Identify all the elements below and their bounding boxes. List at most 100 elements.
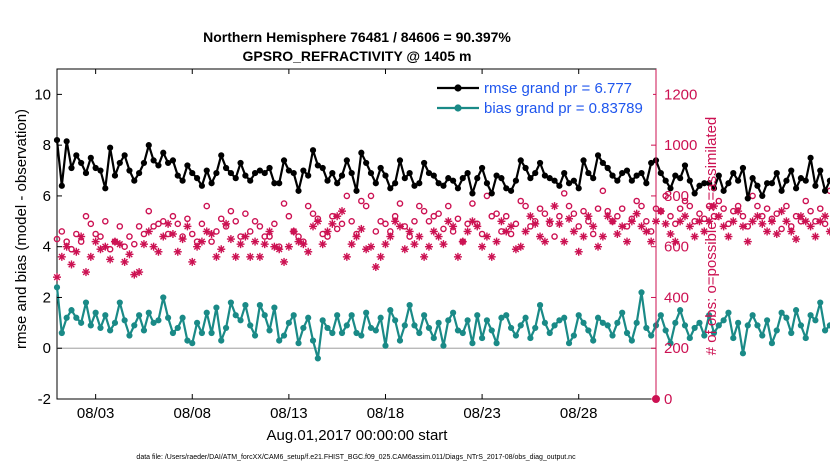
obs-assimilated-point	[280, 257, 289, 266]
rmse-point	[116, 159, 123, 167]
obs-possible-point	[63, 238, 70, 245]
obs-possible-point	[589, 230, 597, 238]
rmse-point	[677, 175, 684, 182]
obs-possible-point	[464, 220, 471, 228]
bias-point	[140, 327, 148, 334]
obs-assimilated-point	[144, 227, 153, 236]
bias-point	[189, 340, 196, 347]
bias-point	[817, 299, 824, 306]
rmse-point	[807, 154, 814, 161]
bias-point	[160, 294, 167, 301]
obs-possible-point	[135, 223, 143, 230]
bias-point	[720, 317, 727, 324]
obs-possible-point	[348, 218, 355, 225]
bias-point	[338, 329, 346, 337]
rmse-series	[53, 136, 830, 202]
obs-possible-point	[686, 202, 694, 210]
obs-possible-point	[420, 207, 428, 215]
obs-possible-point	[763, 205, 771, 212]
obs-assimilated-point	[680, 212, 689, 221]
bias-point	[744, 322, 751, 329]
rmse-point	[788, 167, 795, 174]
rmse-point	[425, 169, 433, 177]
obs-possible-point	[585, 218, 592, 225]
bias-point	[792, 307, 800, 314]
obs-assimilated-point	[536, 232, 545, 241]
rmse-point	[551, 177, 558, 184]
bias-point	[251, 332, 259, 339]
obs-possible-point	[478, 230, 486, 238]
bias-point	[802, 334, 809, 342]
legend-bias-label: bias grand pr = 0.83789	[484, 100, 643, 117]
x-tick-label: 08/03	[77, 405, 115, 422]
rmse-point	[503, 185, 510, 192]
obs-possible-point	[440, 225, 447, 233]
bias-point	[764, 317, 771, 324]
obs-possible-point	[667, 212, 674, 220]
obs-assimilated-point	[91, 237, 100, 246]
obs-possible-point	[92, 230, 99, 238]
bias-point	[329, 329, 336, 337]
rmse-point	[334, 180, 341, 187]
obs-possible-point	[536, 205, 544, 212]
rmse-point	[63, 138, 70, 145]
legend: rmse grand pr = 6.777 bias grand pr = 0.…	[432, 76, 653, 120]
rmse-point	[165, 159, 172, 167]
bias-point	[208, 329, 215, 337]
obs-possible-point	[251, 218, 259, 225]
obs-possible-point	[150, 223, 157, 230]
rmse-point	[247, 177, 254, 184]
obs-assimilated-point	[357, 224, 366, 233]
obs-possible-point	[623, 223, 631, 230]
obs-assimilated-point	[304, 247, 313, 256]
obs-assimilated-point	[502, 227, 511, 236]
obs-possible-point	[696, 210, 703, 217]
rmse-point	[706, 180, 713, 187]
obs-assimilated-point	[492, 237, 501, 246]
rmse-point	[396, 157, 404, 164]
bias-point	[377, 314, 384, 321]
rmse-point	[638, 169, 645, 177]
rmse-point	[227, 169, 235, 177]
bias-point	[677, 307, 684, 314]
y2-axis-label: # of obs: o=possible; ∗=assimilated	[703, 117, 720, 356]
obs-possible-point	[454, 215, 462, 223]
rmse-point	[735, 177, 742, 184]
bias-point	[218, 337, 225, 344]
obs-assimilated-point	[251, 237, 260, 246]
obs-possible-point	[87, 220, 95, 228]
obs-assimilated-point	[685, 222, 694, 231]
obs-possible-point	[285, 212, 293, 220]
bias-point	[478, 334, 486, 342]
bias-point	[319, 317, 326, 324]
obs-possible-point	[570, 210, 578, 217]
obs-assimilated-point	[415, 232, 424, 241]
obs-assimilated-point	[67, 260, 76, 269]
bias-point	[783, 314, 790, 321]
obs-possible-point	[198, 220, 206, 228]
rmse-point	[580, 157, 587, 164]
bias-point	[305, 314, 312, 321]
obs-possible-point	[599, 187, 607, 195]
y2-tick-label: 1000	[664, 137, 697, 154]
obs-possible-point	[512, 220, 520, 228]
bias-point	[367, 324, 375, 332]
rmse-point	[536, 159, 544, 167]
bias-point	[561, 314, 568, 321]
obs-assimilated-point	[125, 250, 134, 259]
obs-assimilated-point	[231, 252, 240, 261]
bias-point	[271, 304, 278, 311]
obs-possible-point	[242, 210, 249, 217]
obs-assimilated-point	[758, 219, 767, 228]
rmse-point	[715, 172, 722, 179]
obs-possible-point	[319, 230, 326, 238]
bias-point	[503, 312, 510, 319]
rmse-point	[372, 180, 379, 187]
rmse-point	[140, 159, 148, 167]
bias-point	[300, 324, 307, 332]
bias-point	[474, 312, 481, 319]
rmse-point	[121, 152, 128, 159]
obs-assimilated-point	[347, 240, 356, 249]
rmse-point	[609, 172, 616, 179]
obs-possible-point	[121, 243, 128, 250]
